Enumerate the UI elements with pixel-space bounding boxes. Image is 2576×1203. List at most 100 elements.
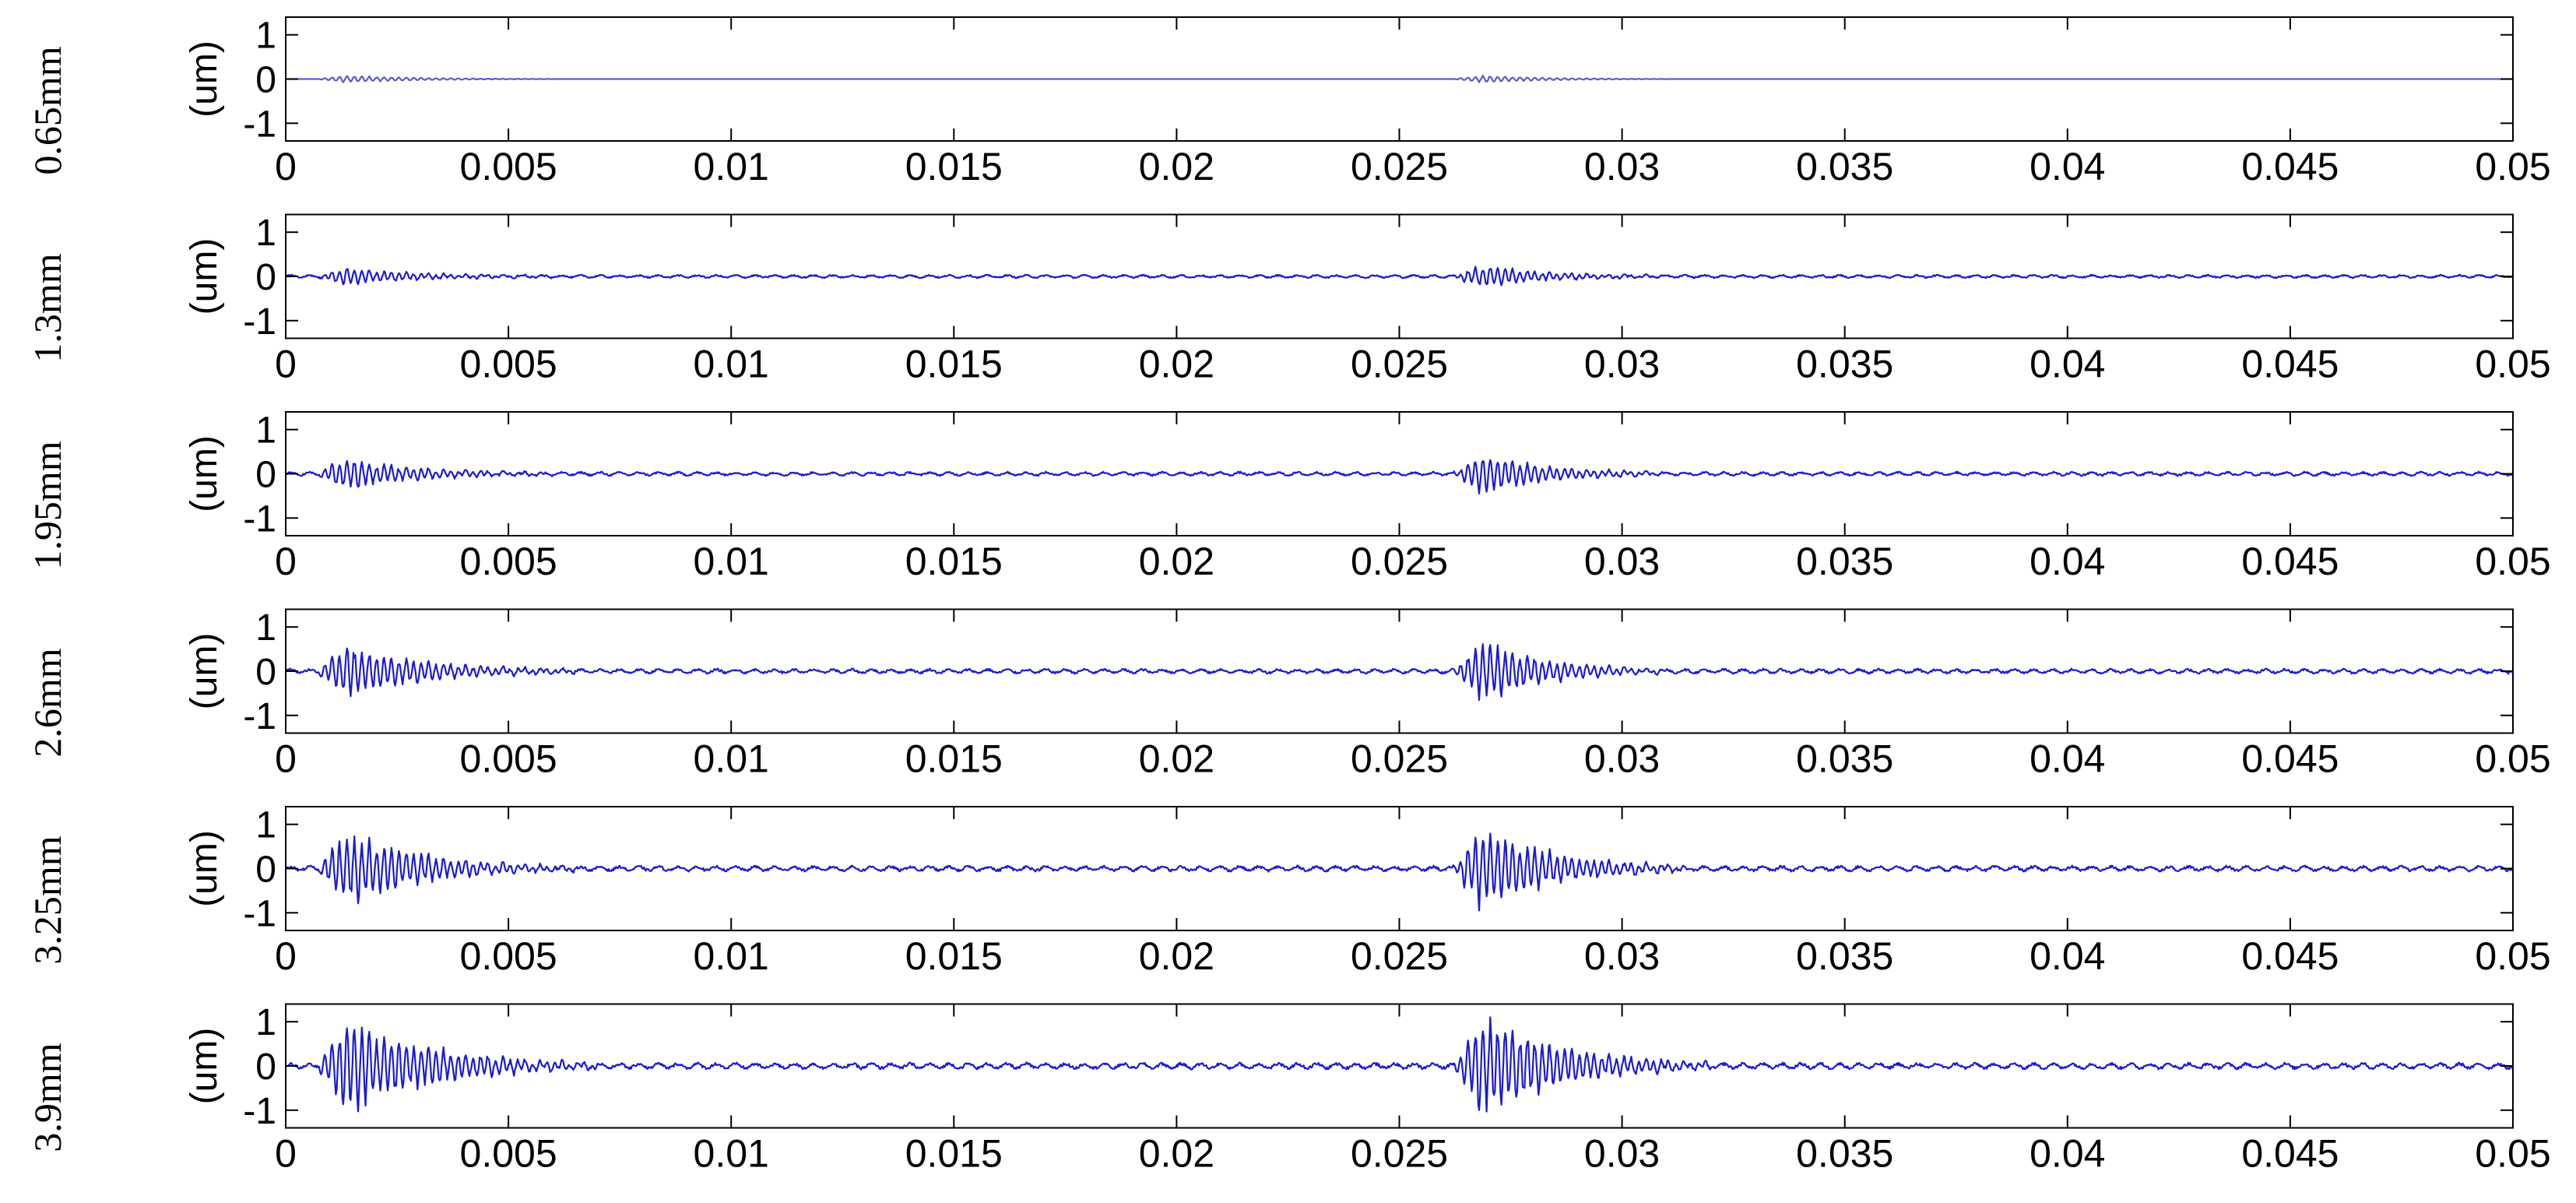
row-label: 1.95mm xyxy=(26,441,69,569)
x-tick-label: 0.005 xyxy=(460,1132,557,1176)
y-tick-label: 1 xyxy=(255,410,276,452)
x-tick-label: 0.015 xyxy=(905,145,1003,188)
x-tick-label: 0.035 xyxy=(1796,1132,1893,1176)
x-tick-label: 0 xyxy=(275,737,297,781)
row-label: 2.6mm xyxy=(26,648,69,757)
x-tick-label: 0.05 xyxy=(2475,145,2550,188)
x-tick-label: 0.02 xyxy=(1139,934,1214,978)
x-tick-label: 0 xyxy=(275,934,297,978)
signal-trace xyxy=(285,1016,2514,1113)
x-tick-label: 0.01 xyxy=(694,1132,769,1176)
y-tick-label: -1 xyxy=(243,498,276,540)
x-tick-label: 0.01 xyxy=(694,540,769,583)
x-tick-label: 0.045 xyxy=(2241,540,2339,583)
subplot-3: 0 0.005 0.01 0.015 0.02 0.025 0.03 0.035 0.04 0.0… xyxy=(26,410,2551,583)
row-label: 0.65mm xyxy=(26,46,69,174)
x-tick-label: 0.025 xyxy=(1351,145,1448,188)
signal-trace xyxy=(285,643,2514,702)
x-tick-label: 0.035 xyxy=(1796,934,1893,978)
x-tick-label: 0 xyxy=(275,145,297,188)
y-tick-label: -1 xyxy=(243,301,276,343)
y-tick-label: 0 xyxy=(255,652,276,693)
y-tick-label: 0 xyxy=(255,257,276,298)
subplot-5: 0 0.005 0.01 0.015 0.02 0.025 0.03 0.035 0.04 0.0… xyxy=(26,805,2551,978)
subplot-2: 0 0.005 0.01 0.015 0.02 0.025 0.03 0.035 0.04 0.0… xyxy=(26,213,2551,385)
y-tick-label: 1 xyxy=(255,607,276,649)
x-tick-label: 0.035 xyxy=(1796,343,1893,386)
x-tick-label: 0.04 xyxy=(2030,343,2105,386)
y-axis-label: (um) xyxy=(184,40,225,118)
x-tick-label: 0.025 xyxy=(1351,540,1448,583)
x-tick-label: 0.05 xyxy=(2475,1132,2550,1176)
x-tick-label: 0.03 xyxy=(1584,540,1660,583)
x-tick-label: 0.04 xyxy=(2030,737,2105,781)
row-label: 3.25mm xyxy=(26,835,69,964)
x-tick-label: 0.015 xyxy=(905,1132,1003,1176)
y-tick-label: 0 xyxy=(255,1046,276,1088)
x-tick-label: 0.02 xyxy=(1139,343,1214,386)
x-tick-label: 0.05 xyxy=(2475,540,2550,583)
x-tick-label: 0.045 xyxy=(2241,1132,2339,1176)
x-tick-label: 0.02 xyxy=(1139,540,1214,583)
x-tick-label: 0.035 xyxy=(1796,737,1893,781)
x-tick-label: 0.03 xyxy=(1584,1132,1660,1176)
x-tick-label: 0.005 xyxy=(460,145,557,188)
x-tick-label: 0.015 xyxy=(905,737,1003,781)
x-tick-label: 0.005 xyxy=(460,737,557,781)
x-tick-label: 0.05 xyxy=(2475,343,2550,386)
subplot-4: 0 0.005 0.01 0.015 0.02 0.025 0.03 0.035 0.04 0.0… xyxy=(26,607,2551,780)
x-tick-label: 0.005 xyxy=(460,343,557,386)
x-tick-label: 0.03 xyxy=(1584,737,1660,781)
y-tick-label: -1 xyxy=(243,696,276,737)
x-tick-label: 0.045 xyxy=(2241,934,2339,978)
y-axis-label: (um) xyxy=(184,238,225,315)
x-tick-label: 0.02 xyxy=(1139,737,1214,781)
x-tick-label: 0.015 xyxy=(905,343,1003,386)
x-tick-label: 0.01 xyxy=(694,343,769,386)
y-axis-label: (um) xyxy=(184,435,225,512)
x-tick-label: 0.05 xyxy=(2475,934,2550,978)
x-tick-label: 0.03 xyxy=(1584,934,1660,978)
signal-trace xyxy=(286,74,2513,83)
x-tick-label: 0.05 xyxy=(2475,737,2550,781)
row-label: 1.3mm xyxy=(26,253,69,362)
y-tick-label: 1 xyxy=(255,213,276,254)
signal-trace xyxy=(284,832,2514,912)
y-tick-label: -1 xyxy=(243,1091,276,1132)
x-tick-label: 0.01 xyxy=(694,737,769,781)
y-tick-label: 0 xyxy=(255,60,276,101)
x-tick-label: 0 xyxy=(275,343,297,386)
x-tick-label: 0.04 xyxy=(2030,1132,2105,1176)
x-tick-label: 0.045 xyxy=(2241,343,2339,386)
y-tick-label: -1 xyxy=(243,104,276,145)
x-tick-label: 0.04 xyxy=(2030,934,2105,978)
x-tick-label: 0.01 xyxy=(694,934,769,978)
subplot-1: 0 0.005 0.01 0.015 0.02 0.025 0.03 0.035 0.04 0.0… xyxy=(26,16,2551,188)
x-tick-label: 0.005 xyxy=(460,540,557,583)
x-tick-label: 0 xyxy=(275,540,297,583)
y-tick-label: 1 xyxy=(255,805,276,846)
y-tick-label: 1 xyxy=(255,16,276,57)
signal-trace xyxy=(285,459,2514,494)
signal-trace xyxy=(285,266,2514,287)
x-tick-label: 0.02 xyxy=(1139,1132,1214,1176)
x-tick-label: 0.025 xyxy=(1351,934,1448,978)
x-tick-label: 0.025 xyxy=(1351,737,1448,781)
x-tick-label: 0.03 xyxy=(1584,145,1660,188)
y-tick-label: 0 xyxy=(255,455,276,496)
x-tick-label: 0.025 xyxy=(1351,1132,1448,1176)
x-tick-label: 0.04 xyxy=(2030,540,2105,583)
x-tick-label: 0.035 xyxy=(1796,145,1893,188)
row-label: 3.9mm xyxy=(26,1043,69,1152)
x-tick-label: 0.03 xyxy=(1584,343,1660,386)
x-tick-label: 0.045 xyxy=(2241,737,2339,781)
x-tick-label: 0.045 xyxy=(2241,145,2339,188)
y-axis-label: (um) xyxy=(184,830,225,907)
x-tick-label: 0 xyxy=(275,1132,297,1176)
y-axis-label: (um) xyxy=(184,1028,225,1105)
x-tick-label: 0.035 xyxy=(1796,540,1893,583)
x-tick-label: 0.025 xyxy=(1351,343,1448,386)
y-tick-label: 1 xyxy=(255,1002,276,1043)
x-tick-label: 0.01 xyxy=(694,145,769,188)
